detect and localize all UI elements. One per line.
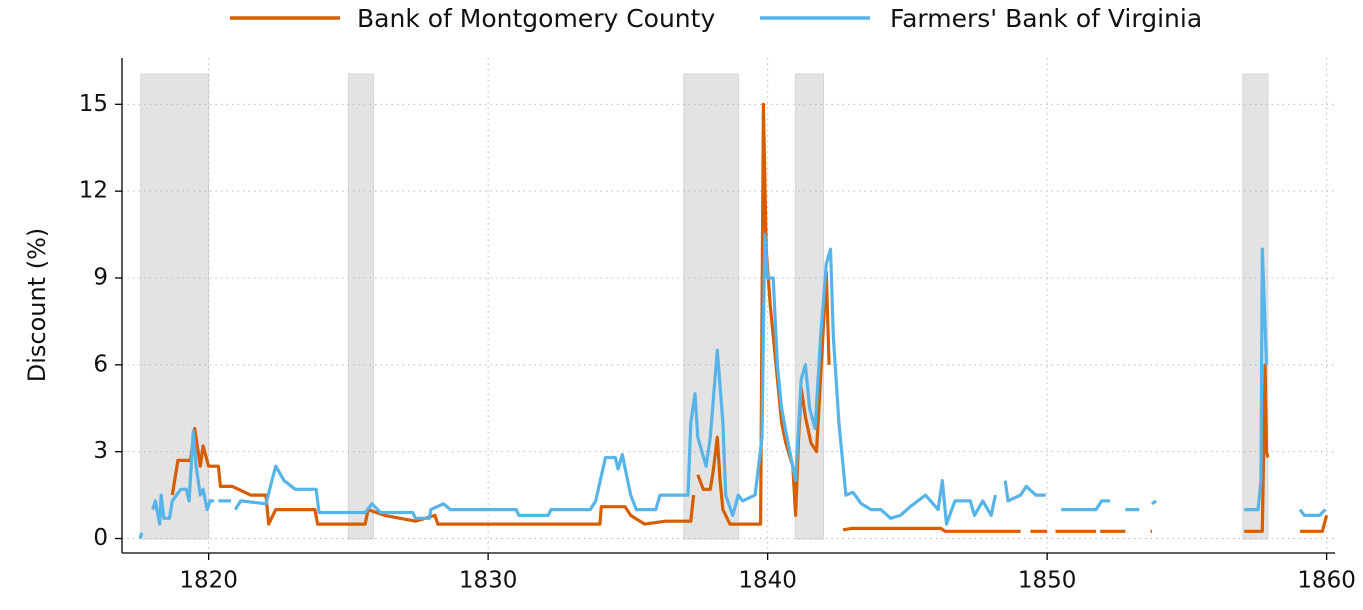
- series-line: [170, 102, 1329, 533]
- y-tick-label: 6: [93, 351, 108, 377]
- x-tick-label: 1820: [179, 568, 238, 594]
- shaded-period: [683, 73, 740, 540]
- y-tick-label: 9: [93, 265, 108, 291]
- y-tick-label: 3: [93, 438, 108, 464]
- x-tick-label: 1830: [459, 568, 518, 594]
- shaded-period: [347, 73, 375, 540]
- y-tick-label: 12: [79, 178, 108, 204]
- x-tick-label: 1840: [738, 568, 797, 594]
- shaded-period: [140, 73, 210, 540]
- series-line: [138, 233, 1327, 539]
- y-tick-label: 0: [93, 525, 108, 551]
- shaded-period: [795, 73, 825, 540]
- x-tick-label: 1860: [1297, 568, 1356, 594]
- legend-label: Farmers' Bank of Virginia: [890, 4, 1202, 33]
- legend-label: Bank of Montgomery County: [357, 4, 715, 33]
- x-tick-label: 1850: [1018, 568, 1077, 594]
- y-axis-title: Discount (%): [23, 228, 51, 383]
- y-tick-label: 15: [79, 91, 108, 117]
